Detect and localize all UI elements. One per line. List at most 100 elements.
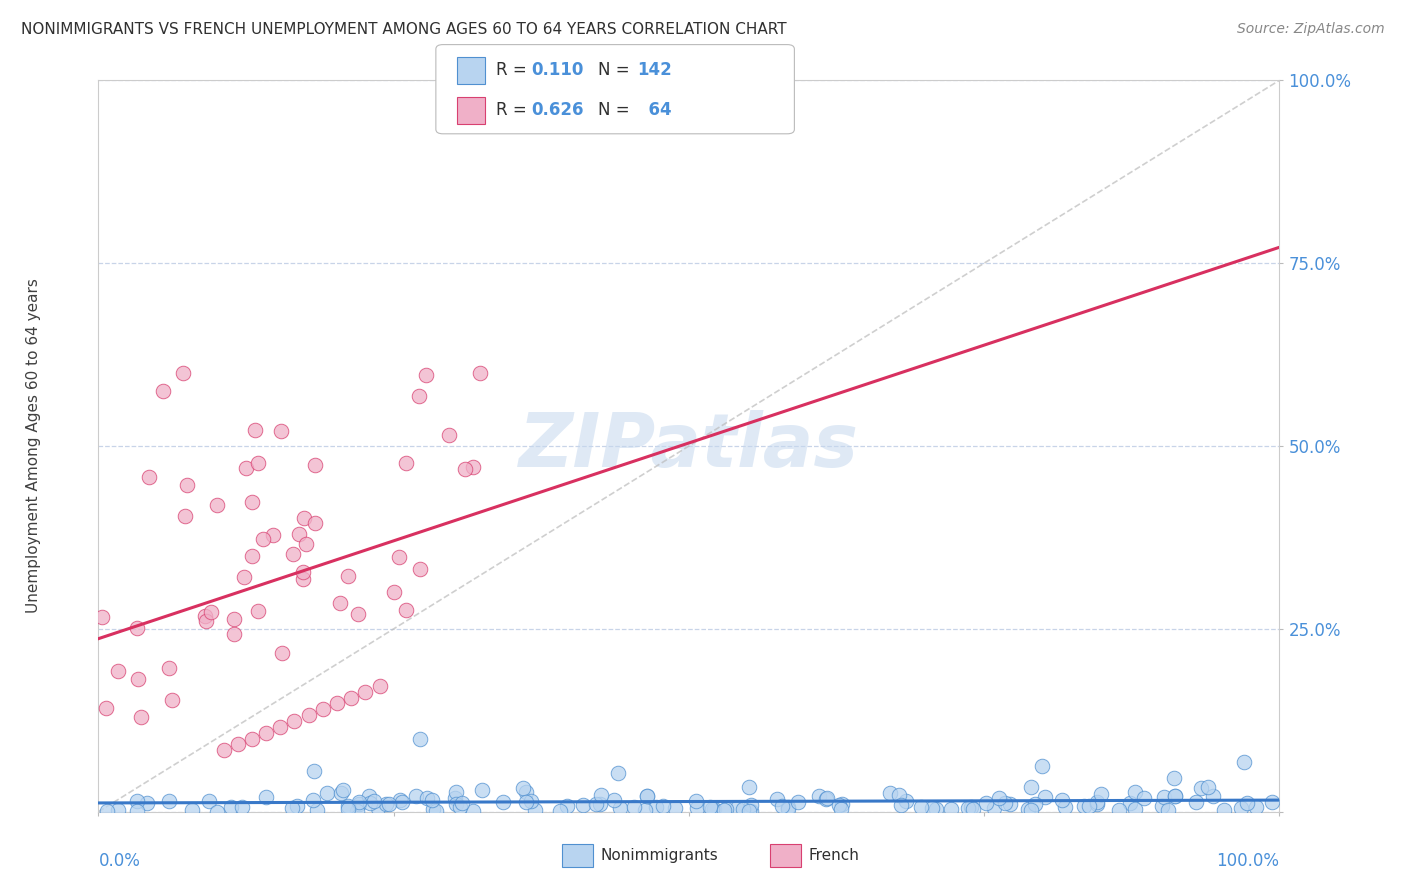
Point bbox=[713, 803, 735, 817]
Point bbox=[194, 608, 217, 623]
Point bbox=[233, 570, 256, 584]
Point bbox=[1031, 759, 1053, 773]
Point bbox=[157, 661, 180, 675]
Point bbox=[200, 606, 222, 620]
Text: N =: N = bbox=[598, 62, 634, 79]
Point bbox=[388, 793, 411, 807]
Point bbox=[636, 789, 658, 803]
Point bbox=[283, 548, 305, 562]
Point bbox=[1163, 772, 1185, 786]
Point bbox=[395, 456, 418, 470]
Point bbox=[1261, 795, 1284, 809]
Point bbox=[831, 797, 853, 811]
Point bbox=[786, 795, 808, 809]
Point bbox=[205, 805, 228, 819]
Point bbox=[336, 569, 359, 583]
Point bbox=[887, 788, 910, 802]
Point bbox=[347, 795, 370, 809]
Point bbox=[269, 720, 291, 734]
Point bbox=[382, 585, 405, 599]
Point bbox=[235, 461, 257, 475]
Point bbox=[555, 799, 578, 814]
Point bbox=[329, 596, 352, 610]
Point bbox=[515, 785, 537, 799]
Text: Source: ZipAtlas.com: Source: ZipAtlas.com bbox=[1237, 22, 1385, 37]
Point bbox=[422, 802, 444, 816]
Text: French: French bbox=[808, 848, 859, 863]
Point bbox=[808, 789, 831, 803]
Point bbox=[974, 796, 997, 810]
Point bbox=[1233, 755, 1256, 769]
Point bbox=[651, 799, 673, 814]
Point bbox=[589, 797, 612, 812]
Point bbox=[172, 366, 194, 380]
Point bbox=[240, 495, 263, 509]
Point bbox=[830, 802, 852, 816]
Point bbox=[224, 627, 246, 641]
Point bbox=[699, 799, 721, 814]
Point bbox=[636, 789, 658, 803]
Point bbox=[375, 797, 398, 812]
Point bbox=[240, 549, 263, 563]
Point bbox=[879, 786, 901, 800]
Point bbox=[1164, 789, 1187, 804]
Point bbox=[302, 764, 325, 779]
Point bbox=[1185, 795, 1208, 809]
Point bbox=[1230, 801, 1253, 815]
Text: 0.110: 0.110 bbox=[531, 62, 583, 79]
Point bbox=[606, 765, 628, 780]
Point bbox=[815, 791, 838, 805]
Point bbox=[1244, 799, 1267, 814]
Point bbox=[281, 801, 304, 815]
Point bbox=[962, 802, 984, 816]
Point bbox=[1236, 796, 1258, 810]
Point bbox=[1085, 795, 1108, 809]
Point bbox=[367, 801, 389, 815]
Point bbox=[449, 800, 471, 814]
Point bbox=[446, 785, 468, 799]
Point bbox=[740, 804, 762, 818]
Point bbox=[740, 798, 762, 813]
Point bbox=[896, 795, 918, 809]
Point bbox=[357, 789, 380, 804]
Point bbox=[337, 802, 360, 816]
Point bbox=[1133, 790, 1156, 805]
Point bbox=[270, 646, 292, 660]
Point bbox=[1189, 780, 1212, 795]
Point bbox=[91, 609, 114, 624]
Point bbox=[409, 732, 432, 747]
Point bbox=[815, 791, 838, 805]
Text: NONIMMIGRANTS VS FRENCH UNEMPLOYMENT AMONG AGES 60 TO 64 YEARS CORRELATION CHART: NONIMMIGRANTS VS FRENCH UNEMPLOYMENT AMO… bbox=[21, 22, 787, 37]
Point bbox=[283, 714, 305, 728]
Point bbox=[461, 460, 484, 475]
Point bbox=[515, 795, 537, 809]
Point bbox=[347, 797, 370, 812]
Point bbox=[245, 423, 267, 437]
Point bbox=[127, 804, 149, 818]
Point bbox=[254, 789, 277, 804]
Text: Unemployment Among Ages 60 to 64 years: Unemployment Among Ages 60 to 64 years bbox=[25, 278, 41, 614]
Point bbox=[246, 456, 269, 470]
Point bbox=[96, 701, 118, 715]
Point bbox=[292, 565, 315, 579]
Point bbox=[354, 685, 377, 699]
Point bbox=[1123, 802, 1146, 816]
Point bbox=[96, 804, 118, 818]
Point bbox=[312, 702, 335, 716]
Point bbox=[1077, 798, 1099, 813]
Point bbox=[226, 738, 249, 752]
Text: 0.0%: 0.0% bbox=[98, 852, 141, 870]
Point bbox=[330, 786, 353, 800]
Point bbox=[240, 731, 263, 746]
Point bbox=[205, 499, 228, 513]
Point bbox=[700, 802, 723, 816]
Point bbox=[340, 690, 363, 705]
Point bbox=[998, 797, 1021, 812]
Text: 64: 64 bbox=[637, 102, 672, 120]
Point bbox=[776, 802, 799, 816]
Point bbox=[454, 461, 477, 475]
Point bbox=[295, 537, 318, 551]
Point bbox=[174, 508, 197, 523]
Point bbox=[347, 607, 370, 622]
Point bbox=[437, 428, 460, 442]
